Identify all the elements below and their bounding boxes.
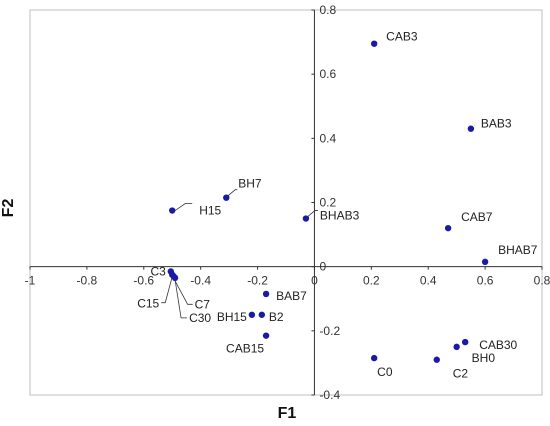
point-label: CAB3 [386,30,418,44]
y-tick-label: -0.4 [319,388,340,402]
point-label: BHAB7 [498,243,538,257]
point-label: BH7 [238,177,262,191]
point-label: B2 [269,310,284,324]
x-tick-label: -0.6 [133,274,154,288]
y-tick-label: 0.8 [319,3,336,17]
data-point [171,274,179,282]
point-label: C15 [137,297,159,311]
point-label: C0 [377,365,393,379]
point-label: C3 [150,264,166,278]
leader-line [161,274,173,304]
data-point [169,207,176,214]
point-label: H15 [199,204,221,218]
x-tick-label: -1 [25,274,36,288]
data-point [248,311,256,318]
data-point [258,311,266,318]
point-label: CAB7 [461,210,493,224]
x-tick-label: 0.4 [420,274,437,288]
y-tick-label: -0.2 [319,324,340,338]
plot-frame [29,9,543,396]
x-axis-title: F1 [278,405,297,422]
y-axis-title: F2 [0,199,17,218]
data-point [467,125,475,132]
data-points [167,40,489,363]
x-tick-label: -0.4 [190,274,211,288]
data-point [370,40,378,47]
data-point [462,338,469,346]
data-point [433,356,440,363]
x-tick-label: -0.2 [247,274,268,288]
point-label: BH15 [217,310,247,324]
point-label: C2 [453,367,469,381]
point-label: BAB3 [481,117,512,131]
data-point [481,258,489,266]
data-point [453,343,460,351]
point-label: BHAB3 [320,209,360,223]
x-tick-label: 0 [311,274,318,288]
point-label: BH0 [472,351,496,365]
y-tick-label: 0 [319,260,326,274]
data-point [262,290,270,298]
data-point [444,224,452,232]
point-label: C30 [189,311,211,325]
point-label: C7 [195,297,211,311]
x-tick-label: 0.6 [477,274,494,288]
y-tick-label: 0.2 [319,196,336,210]
data-point [223,194,230,201]
data-point [262,332,270,339]
data-point [370,354,378,362]
y-tick-label: 0.4 [319,131,336,145]
y-tick-label: 0.6 [319,67,336,81]
point-label: CAB15 [226,342,264,356]
x-tick-label: 0.2 [363,274,380,288]
axes [29,9,543,396]
point-label: BAB7 [276,289,307,303]
x-tick-label: 0.8 [534,274,550,288]
tick-labels: -1 -0.8 -0.6 -0.4 -0.2 0 0.2 0.4 0.6 0.8 -0.4 -0.2 0… [25,3,550,402]
x-tick-label: -0.8 [77,274,98,288]
data-point [302,215,310,222]
point-label: CAB30 [479,338,517,352]
